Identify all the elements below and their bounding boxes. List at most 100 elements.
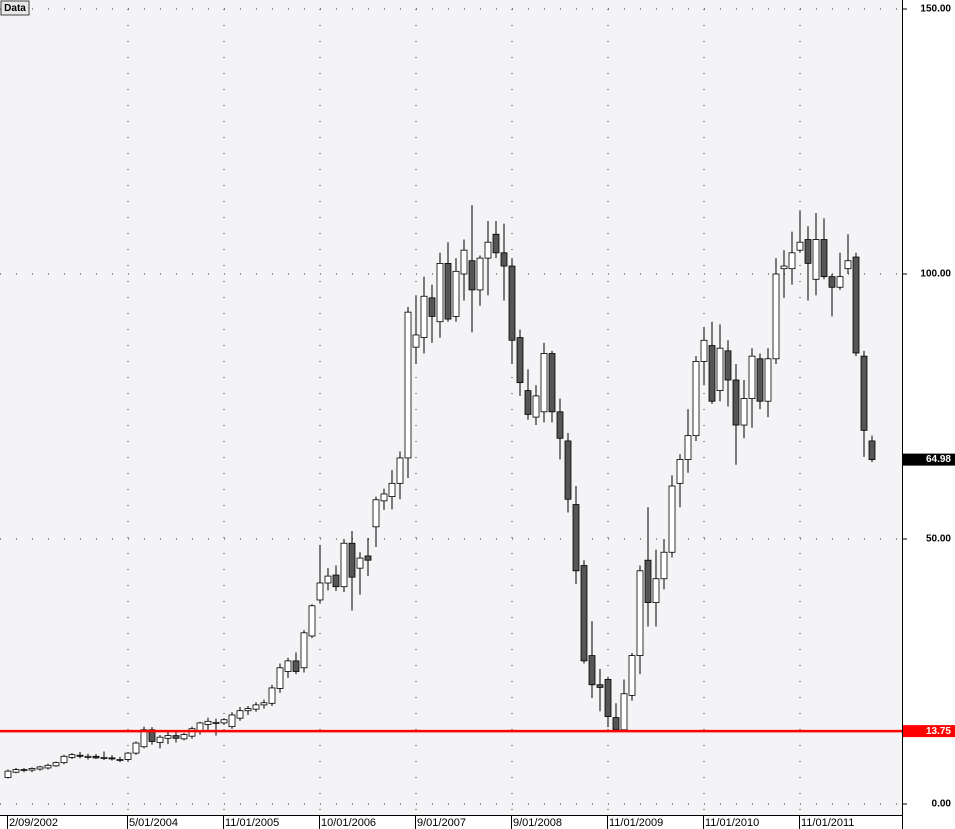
candle-body [484,241,492,259]
candle-body [860,355,868,431]
candle-body [420,295,428,339]
candle-body [724,350,732,381]
candle-body [540,353,548,413]
candle-body [852,256,860,354]
candle-body [372,499,380,528]
candle-body [828,276,836,288]
candle-body [620,693,628,731]
candle-body [52,762,60,767]
candle-body [588,655,596,686]
overlays: 13.75 64.98 [0,453,955,738]
candle-body [692,361,700,437]
level-label-box [903,725,955,738]
y-tick-label: 150.00 [920,4,951,15]
candle-body [396,457,404,484]
candle-body [460,249,468,275]
candle-body [140,729,148,748]
candle-body [276,667,284,689]
candle-body [348,542,356,578]
candle-body [204,720,212,725]
candle-body [556,411,564,439]
plot-area [0,0,902,815]
candle-body [436,262,444,323]
candle-body [308,605,316,637]
candle-body [820,239,828,278]
candle-body [12,769,20,773]
candle-body [260,702,268,706]
data-button[interactable] [0,0,30,16]
candle-body [532,395,540,418]
candle-body [164,735,172,739]
candle-body [804,239,812,264]
candle-body [700,339,708,362]
candle-body [76,754,84,757]
candle-body [796,241,804,251]
candle-body [364,555,372,561]
candle-body [636,570,644,656]
y-tick-label: 100.00 [920,269,951,280]
level-label: 13.75 [926,726,951,737]
candle-body [324,575,332,584]
candle-body [612,717,620,731]
candle-body [316,582,324,601]
candle-body [292,660,300,672]
candle-body [340,542,348,588]
candle-body [332,574,340,588]
x-tick-label: 10/01/2006 [321,817,376,829]
candle-body [788,252,796,270]
x-tick-label: 11/01/2005 [225,817,279,829]
candle-body [132,742,140,754]
candle-body [284,660,292,672]
candle-body [780,265,788,270]
candle-body [644,559,652,604]
candle-body [44,764,52,769]
candle-body [564,440,572,500]
candle-body [100,756,108,759]
price-axis-panel [902,0,955,829]
time-axis-panel [0,815,902,829]
candle-body [740,398,748,426]
candle-body [148,729,156,742]
grid: 0.00 50.00 100.00 150.00 2/09/2002 5/01/2004 1… [0,4,951,829]
candle-body [36,766,44,770]
candle-body [452,270,460,317]
candle-body [180,734,188,740]
x-tick-label: 5/01/2004 [129,817,178,829]
candle-body [836,276,844,288]
candle-body [572,504,580,572]
candle-body [228,714,236,728]
x-tick-label: 9/01/2008 [513,817,562,829]
candle-body [668,485,676,553]
candle-body [468,260,476,291]
candles [4,205,876,779]
candle-body [196,722,204,732]
candle-body [708,345,716,402]
candle-body [220,719,228,724]
candle-body [356,557,364,569]
candle-body [252,704,260,710]
x-tick-label: 11/01/2010 [705,817,759,829]
x-tick-label: 11/01/2011 [801,817,854,829]
y-tick-label: 50.00 [926,534,951,545]
candle-body [84,755,92,758]
candle-body [188,728,196,737]
candle-body [868,440,876,461]
candle-body [268,687,276,704]
candle-body [748,355,756,399]
candle-body [404,311,412,459]
x-tick-label: 11/01/2009 [609,817,663,829]
candle-body [124,752,132,760]
candle-body [68,754,76,758]
candle-body [660,551,668,580]
x-tick-label: 2/09/2002 [9,817,58,829]
candle-body [652,578,660,604]
data-button-label: Data [4,3,26,14]
candle-body [500,252,508,267]
candle-body [604,679,612,717]
candle-body [236,710,244,719]
x-tick-label: 9/01/2007 [417,817,466,829]
candle-body [4,770,12,778]
candle-body [444,262,452,320]
candle-body [212,721,220,724]
